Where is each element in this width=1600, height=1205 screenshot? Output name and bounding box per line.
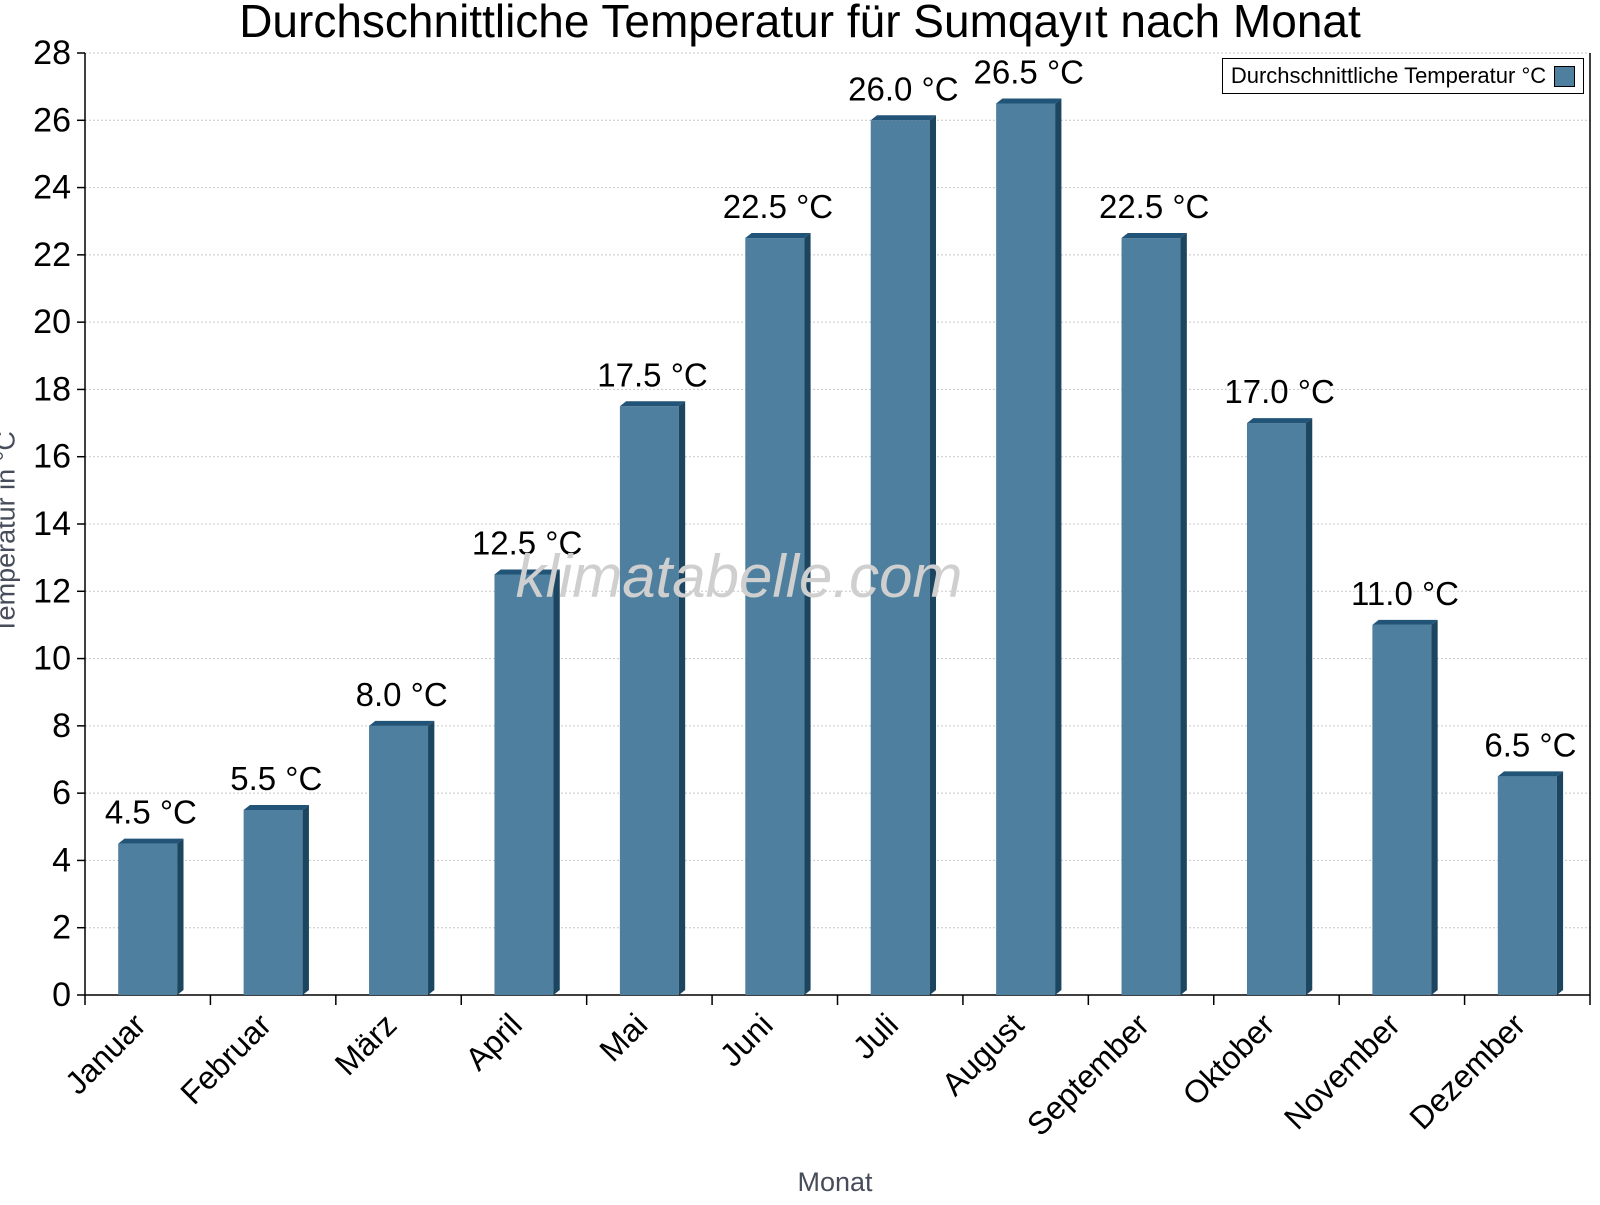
svg-text:18: 18 — [33, 370, 71, 408]
svg-text:10: 10 — [33, 640, 71, 678]
svg-text:2: 2 — [52, 909, 71, 947]
svg-text:5.5 °C: 5.5 °C — [230, 760, 322, 797]
svg-text:8.0 °C: 8.0 °C — [356, 676, 448, 713]
svg-text:17.0 °C: 17.0 °C — [1224, 373, 1334, 410]
svg-text:12: 12 — [33, 572, 71, 610]
svg-text:20: 20 — [33, 303, 71, 341]
svg-text:24: 24 — [33, 169, 71, 207]
svg-text:16: 16 — [33, 438, 71, 476]
svg-text:4: 4 — [52, 841, 71, 879]
svg-text:6: 6 — [52, 774, 71, 812]
svg-text:8: 8 — [52, 707, 71, 745]
svg-text:22.5 °C: 22.5 °C — [1099, 188, 1209, 225]
svg-text:22: 22 — [33, 236, 71, 274]
svg-text:6.5 °C: 6.5 °C — [1484, 726, 1576, 763]
svg-text:17.5 °C: 17.5 °C — [597, 356, 707, 393]
svg-text:26.0 °C: 26.0 °C — [848, 70, 958, 107]
svg-text:26: 26 — [33, 101, 71, 139]
svg-text:22.5 °C: 22.5 °C — [723, 188, 833, 225]
svg-text:4.5 °C: 4.5 °C — [105, 794, 197, 831]
svg-text:0: 0 — [52, 976, 71, 1014]
svg-text:26.5 °C: 26.5 °C — [974, 53, 1084, 90]
svg-text:14: 14 — [33, 505, 71, 543]
svg-text:11.0 °C: 11.0 °C — [1351, 575, 1459, 612]
